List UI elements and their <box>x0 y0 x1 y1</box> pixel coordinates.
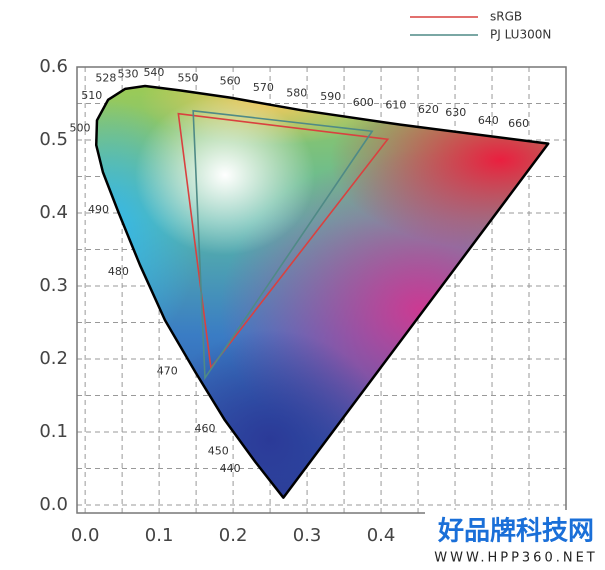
legend-label: PJ LU300N <box>490 28 551 42</box>
wavelength-label: 460 <box>194 422 215 435</box>
gamut-triangle <box>177 112 390 370</box>
y-tick-label: 0.6 <box>39 56 68 77</box>
y-tick-label: 0.1 <box>39 421 68 442</box>
wavelength-label: 590 <box>320 90 341 103</box>
wavelength-label: 640 <box>478 114 499 127</box>
wavelength-label: 580 <box>286 86 307 99</box>
spectral-locus <box>94 84 550 499</box>
x-tick-label: 0.0 <box>71 525 100 546</box>
legend-label: sRGB <box>490 10 522 24</box>
wavelength-label: 528 <box>95 72 116 85</box>
y-tick-label: 0.4 <box>39 202 68 223</box>
wavelength-label: 560 <box>220 75 241 88</box>
y-tick-label: 0.2 <box>39 348 68 369</box>
y-tick-label: 0.3 <box>39 275 68 296</box>
y-tick-label: 0.0 <box>39 494 68 515</box>
wavelength-label: 440 <box>220 462 241 475</box>
watermark-bg <box>425 510 605 570</box>
wavelength-label: 490 <box>88 203 109 216</box>
wavelength-label: 660 <box>508 117 529 130</box>
gamut-triangle <box>192 109 374 381</box>
x-tick-label: 0.1 <box>145 525 174 546</box>
watermark-title: 好品牌科技网 <box>437 516 594 547</box>
wavelength-label: 480 <box>108 265 129 278</box>
wavelength-label: 600 <box>353 96 374 109</box>
x-tick-label: 0.2 <box>219 525 248 546</box>
wavelength-label: 510 <box>81 89 102 102</box>
wavelength-label: 610 <box>385 99 406 112</box>
x-tick-label: 0.3 <box>293 525 322 546</box>
wavelength-label: 620 <box>418 103 439 116</box>
wavelength-label: 630 <box>445 106 466 119</box>
plot-frame <box>76 66 567 514</box>
x-tick-label: 0.4 <box>367 525 396 546</box>
wavelength-label: 450 <box>208 445 229 458</box>
watermark-url: WWW.HPP360.NET <box>434 551 597 566</box>
wavelength-label: 570 <box>253 81 274 94</box>
wavelength-label: 530 <box>118 67 139 80</box>
y-tick-label: 0.5 <box>39 129 68 150</box>
wavelength-label: 470 <box>157 364 178 377</box>
wavelength-label: 550 <box>177 72 198 85</box>
marks: 440 450 460 470 480 490 500 510 528 530 540 550 560 5… <box>69 66 550 499</box>
wavelength-label: 540 <box>143 66 164 79</box>
wavelength-label: 500 <box>69 121 90 134</box>
